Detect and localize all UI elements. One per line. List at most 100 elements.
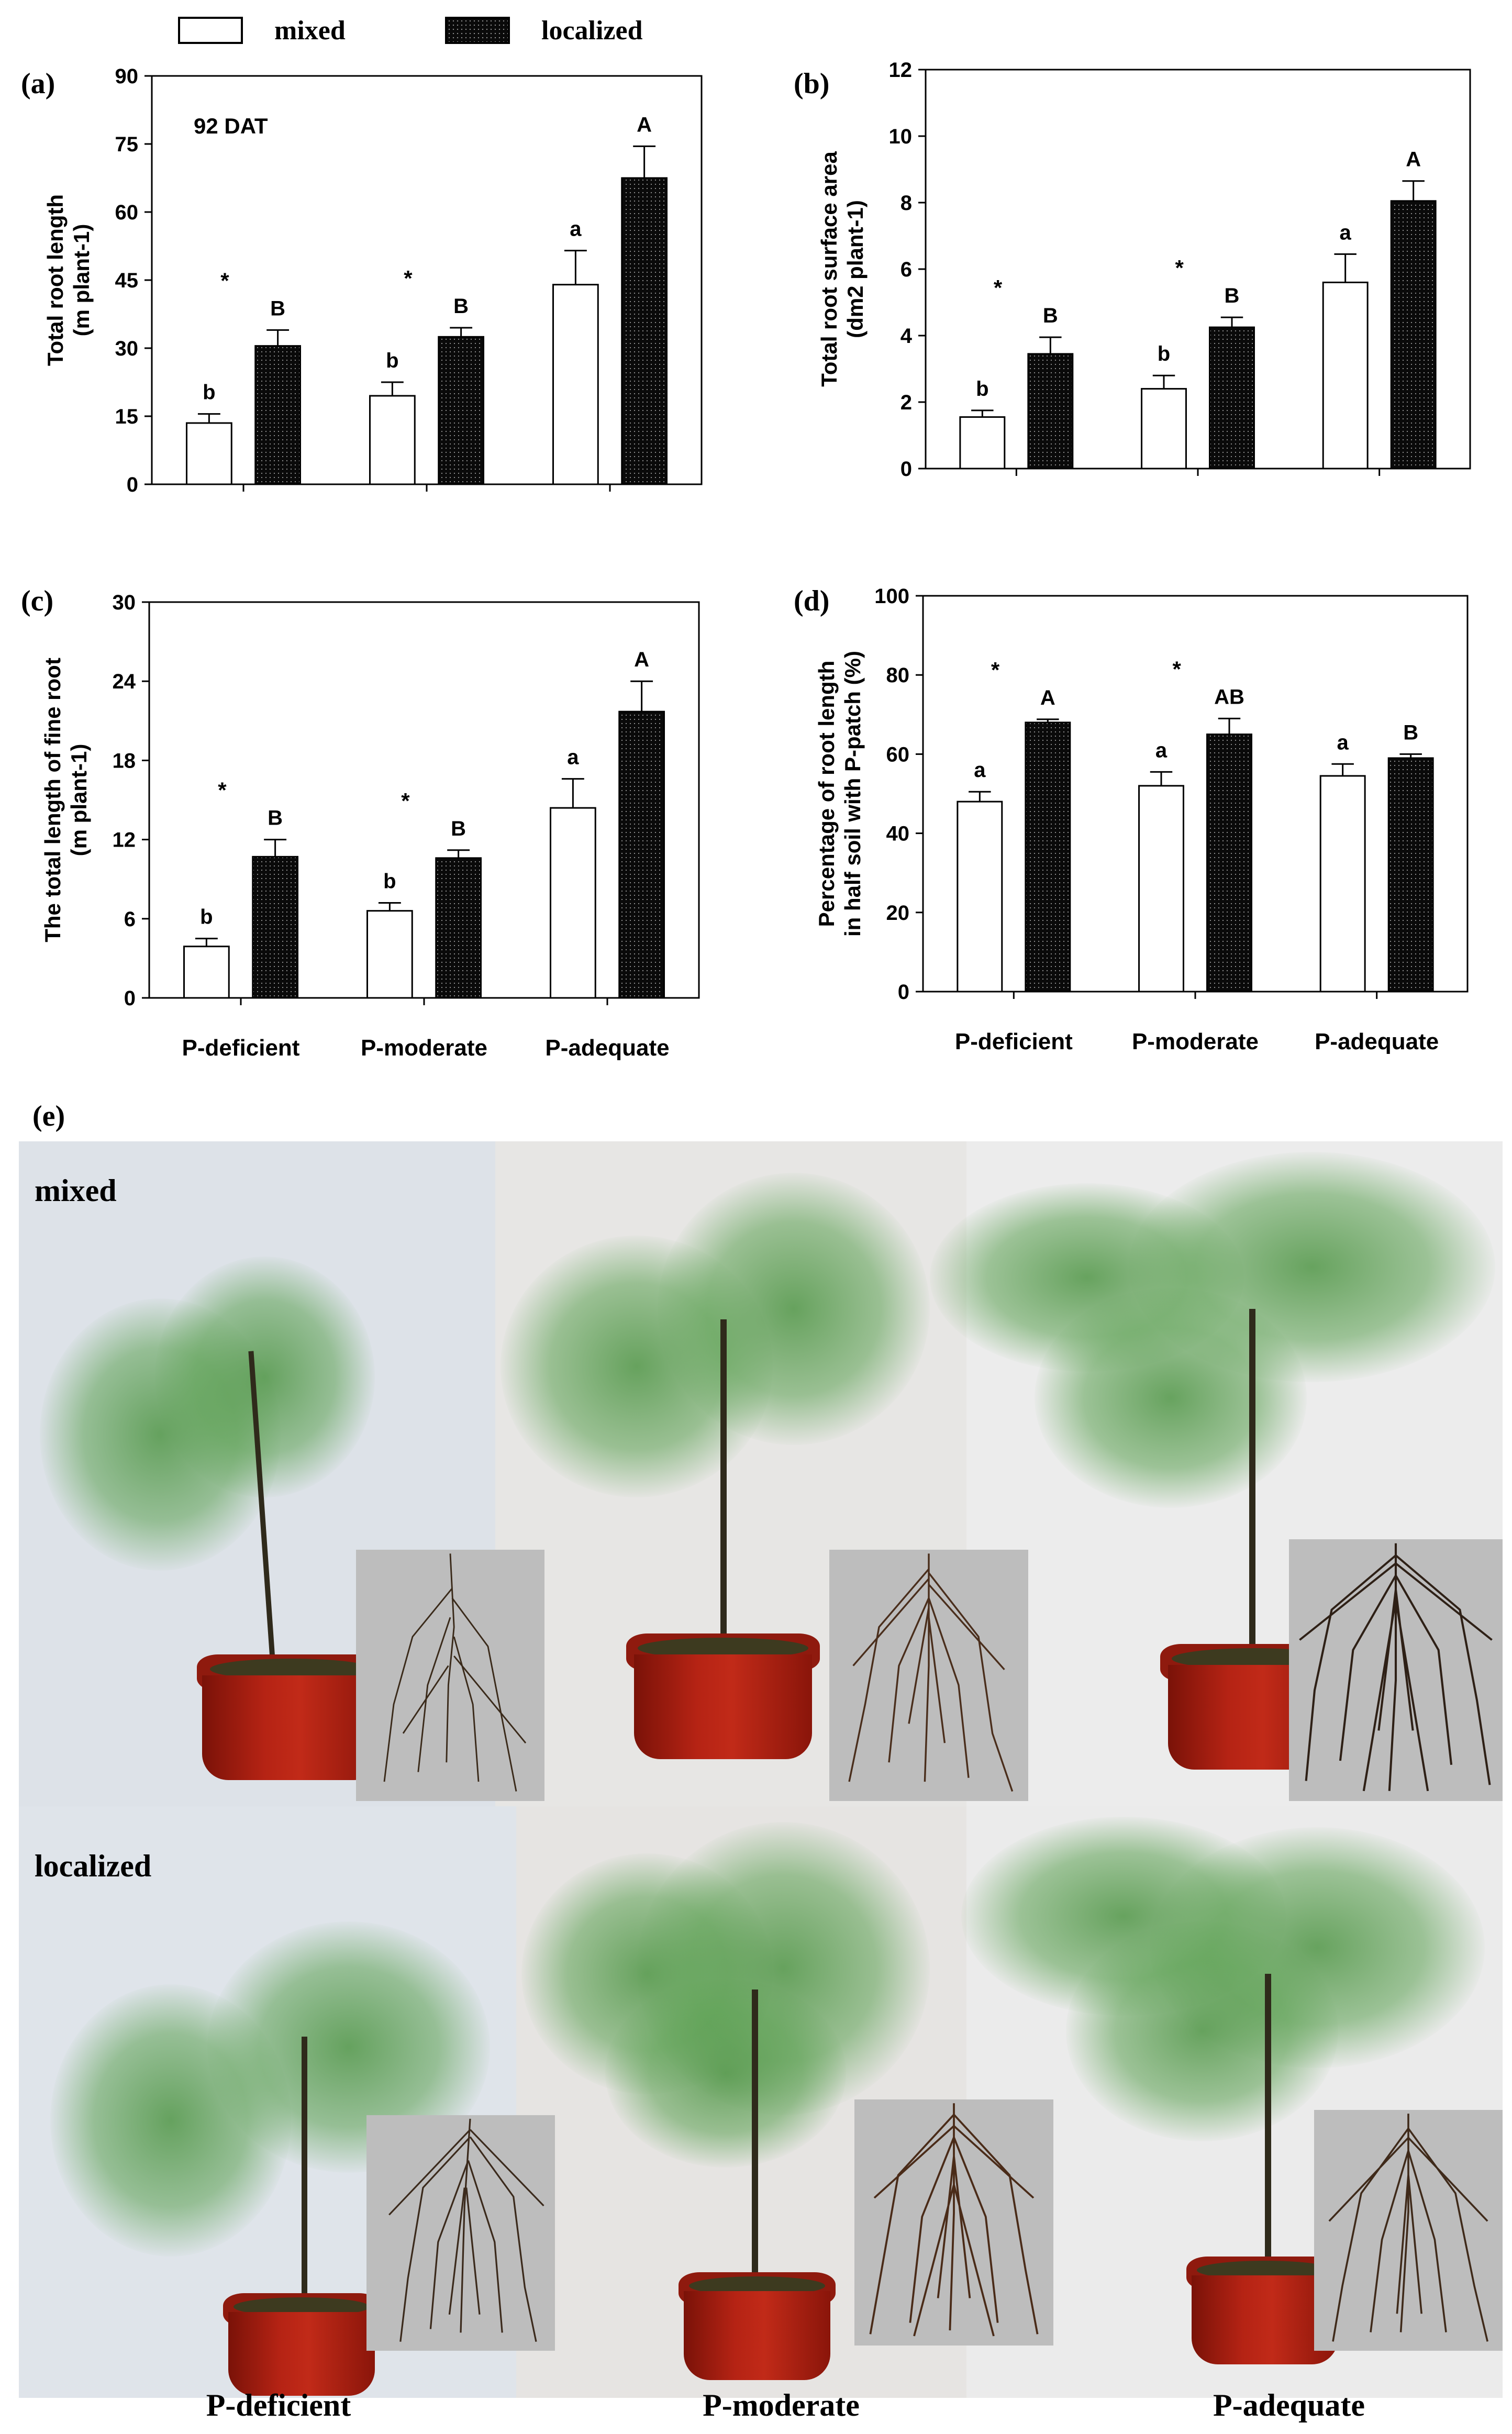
bar-localized bbox=[618, 710, 665, 999]
bar-localized bbox=[1025, 721, 1071, 993]
panel-letter: (d) bbox=[794, 585, 830, 617]
significance-letter: B bbox=[453, 295, 469, 318]
legend-label-mixed: mixed bbox=[274, 15, 346, 46]
y-tick-label: 2 bbox=[900, 391, 912, 414]
significance-star: * bbox=[994, 275, 1003, 300]
x-tick-label: P-adequate bbox=[1315, 1029, 1439, 1054]
root-photo bbox=[1314, 2110, 1503, 2351]
photo-row-mixed: mixed bbox=[19, 1141, 1503, 1817]
significance-letter: b bbox=[386, 349, 398, 372]
y-axis-label: Percentage of root lengthin half soil wi… bbox=[814, 651, 865, 937]
bar-mixed bbox=[959, 416, 1006, 470]
row-label-mixed: mixed bbox=[35, 1173, 117, 1208]
y-tick-label: 80 bbox=[886, 664, 910, 687]
y-tick-label: 15 bbox=[115, 405, 139, 428]
chart-c-svg: 0 6 12 18 24 30 The total length of fine root(… bbox=[40, 591, 700, 1061]
bar-localized bbox=[1209, 326, 1255, 470]
plot-frame bbox=[925, 69, 1471, 470]
panel-c: (c) 0 6 12 18 24 30 The total length of fine r… bbox=[0, 571, 743, 1073]
chart-a-svg: 0 15 30 45 60 75 90 Total root length(m plant-1… bbox=[43, 65, 703, 496]
chart-annotation: 92 DAT bbox=[194, 114, 268, 138]
significance-letter: B bbox=[270, 297, 285, 320]
treatment-label: P-adequate bbox=[1213, 2388, 1365, 2422]
root-photo bbox=[1289, 1539, 1503, 1801]
significance-letter: B bbox=[451, 817, 466, 840]
y-tick-label: 10 bbox=[889, 125, 913, 148]
bar-localized bbox=[438, 336, 484, 485]
bar-mixed bbox=[369, 395, 416, 485]
bar-localized bbox=[252, 855, 298, 999]
significance-star: * bbox=[991, 658, 1000, 682]
y-tick-label: 90 bbox=[115, 65, 139, 88]
significance-star: * bbox=[220, 268, 229, 293]
significance-letter: B bbox=[268, 807, 283, 830]
significance-letter: A bbox=[1406, 148, 1421, 171]
significance-star: * bbox=[401, 788, 410, 813]
bar-localized bbox=[621, 177, 668, 485]
bar-localized bbox=[1390, 200, 1437, 470]
significance-letter: a bbox=[1340, 221, 1352, 244]
significance-letter: B bbox=[1043, 304, 1058, 327]
x-tick-label: P-deficient bbox=[955, 1029, 1073, 1054]
y-tick-label: 30 bbox=[115, 337, 139, 360]
significance-letter: b bbox=[976, 377, 988, 401]
significance-letter: b bbox=[1158, 342, 1170, 365]
significance-star: * bbox=[404, 266, 413, 291]
bar-localized bbox=[435, 857, 482, 999]
significance-letter: a bbox=[1155, 739, 1168, 762]
y-tick-label: 6 bbox=[124, 908, 136, 931]
plant-photo bbox=[501, 1173, 930, 1775]
chart-plot-area: 0 20 40 60 80 100 Percentage of root lengthin … bbox=[814, 585, 1469, 1054]
y-axis-label: The total length of fine root(m plant-1) bbox=[40, 658, 91, 942]
significance-letter: A bbox=[637, 113, 652, 136]
y-tick-label: 12 bbox=[113, 829, 136, 852]
root-photo bbox=[829, 1550, 1028, 1801]
bar-mixed bbox=[1322, 281, 1369, 470]
photo-row-localized: localized bbox=[19, 1806, 1503, 2398]
y-tick-label: 30 bbox=[113, 591, 136, 614]
x-tick-label: P-adequate bbox=[545, 1035, 669, 1061]
y-tick-label: 40 bbox=[886, 823, 910, 846]
bar-localized bbox=[1387, 757, 1434, 993]
root-photo bbox=[854, 2099, 1053, 2346]
y-axis-label: Total root surface area(dm2 plant-1) bbox=[817, 151, 868, 387]
photo-panel-e: (e) mixed bbox=[0, 1089, 1512, 2434]
chart-plot-area: 0 15 30 45 60 75 90 Total root length(m plant-1… bbox=[43, 65, 703, 496]
y-tick-label: 12 bbox=[889, 59, 913, 82]
significance-letter: a bbox=[974, 759, 986, 782]
significance-letter: B bbox=[1403, 721, 1418, 744]
x-tick-label: P-moderate bbox=[1132, 1029, 1259, 1054]
panel-letter: (e) bbox=[32, 1100, 65, 1132]
significance-star: * bbox=[1173, 657, 1182, 681]
bar-localized bbox=[1206, 733, 1252, 993]
y-tick-label: 4 bbox=[900, 325, 913, 348]
y-tick-label: 45 bbox=[115, 269, 139, 292]
significance-letter: B bbox=[1225, 284, 1240, 307]
bar-mixed bbox=[957, 801, 1003, 993]
y-tick-label: 0 bbox=[898, 981, 909, 1004]
root-photo bbox=[366, 2115, 555, 2351]
root-photo bbox=[356, 1550, 544, 1801]
x-tick-label: P-deficient bbox=[182, 1035, 300, 1061]
significance-letter: b bbox=[203, 381, 215, 404]
panel-a: (a) 0 15 30 45 60 75 90 Total root length(m pla… bbox=[0, 52, 743, 513]
bar-mixed bbox=[1138, 785, 1184, 993]
panel-d: (d) 0 20 40 60 80 100 Percentage of root lengt… bbox=[769, 571, 1512, 1073]
significance-letter: b bbox=[383, 870, 396, 893]
legend-item-localized: localized bbox=[445, 9, 643, 51]
bar-mixed bbox=[1319, 775, 1366, 993]
panel-b: (b) 0 2 4 6 8 10 12 Total root surface area(dm2… bbox=[769, 52, 1512, 513]
y-tick-label: 0 bbox=[124, 987, 136, 1010]
significance-star: * bbox=[1175, 255, 1184, 280]
y-tick-label: 60 bbox=[115, 201, 139, 224]
bar-mixed bbox=[183, 946, 230, 999]
treatment-label: P-moderate bbox=[703, 2388, 860, 2422]
bar-localized bbox=[1027, 353, 1074, 470]
row-label-localized: localized bbox=[35, 1849, 152, 1883]
legend-label-localized: localized bbox=[541, 15, 643, 46]
panel-letter: (c) bbox=[21, 585, 54, 617]
plant-photo bbox=[521, 1822, 930, 2393]
bar-mixed bbox=[1141, 388, 1187, 470]
x-tick-label: P-moderate bbox=[361, 1035, 487, 1061]
significance-letter: A bbox=[634, 648, 649, 671]
